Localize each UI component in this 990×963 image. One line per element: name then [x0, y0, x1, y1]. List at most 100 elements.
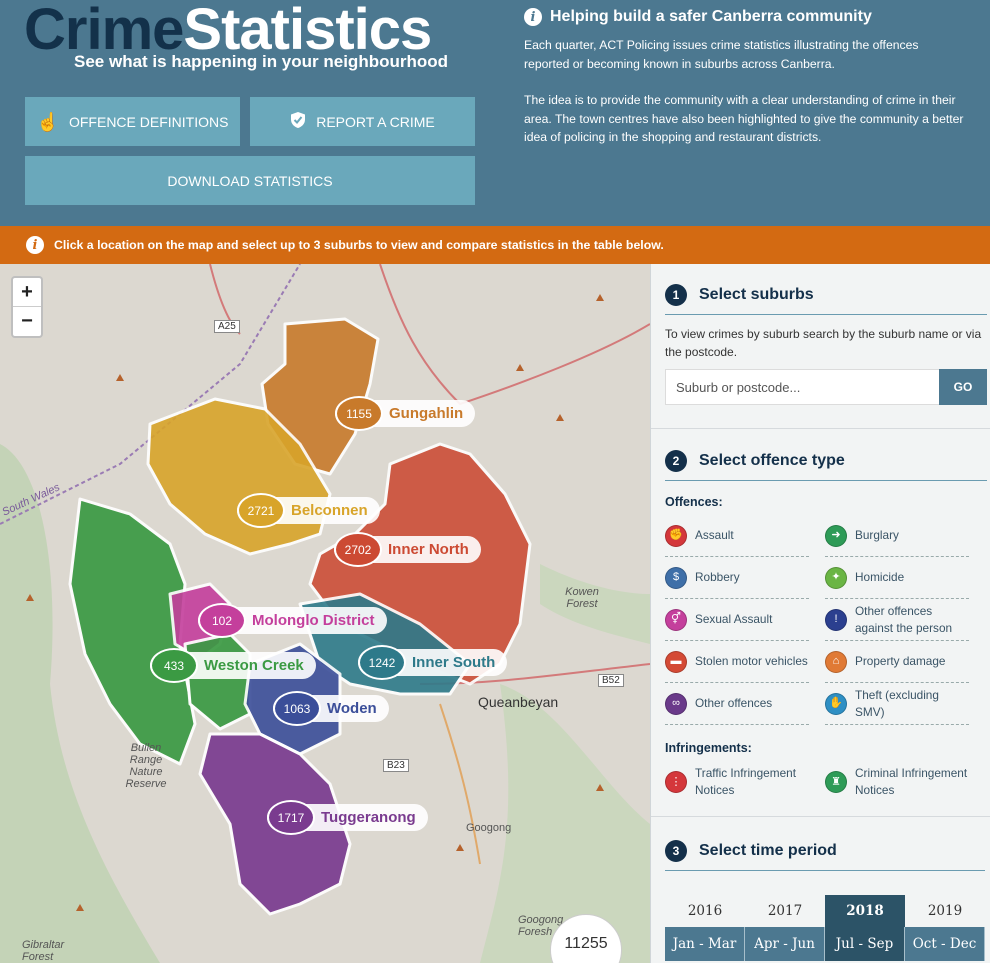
offence-other-against-person[interactable]: ! Other offences against the person: [825, 599, 969, 641]
offence-label: Other offences: [695, 696, 773, 710]
zoom-in-button[interactable]: +: [13, 278, 41, 307]
download-statistics-label: DOWNLOAD STATISTICS: [167, 172, 333, 189]
district-tuggeranong[interactable]: 1717 Tuggeranong: [267, 800, 428, 835]
offence-property-damage[interactable]: ⌂ Property damage: [825, 641, 969, 683]
traffic-light-icon: ⋮: [665, 771, 687, 793]
place-gibraltar-forest: Gibraltar Forest: [22, 939, 65, 963]
infringement-label: Traffic Infringement Notices: [695, 766, 796, 797]
bottle-icon: ♜: [825, 771, 847, 793]
car-icon: ▬: [665, 650, 687, 673]
select-time-section: 3 Select time period 2016 2017 2018 2019…: [665, 840, 985, 961]
hand-pointer-icon: ☝: [36, 111, 59, 132]
district-count: 2702: [334, 532, 382, 567]
district-name: Weston Creek: [204, 657, 304, 674]
infringement-traffic[interactable]: ⋮ Traffic Infringement Notices: [665, 761, 809, 803]
section-title: Select time period: [699, 842, 837, 859]
district-inner-north[interactable]: 2702 Inner North: [334, 532, 481, 567]
section-heading: 3 Select time period: [665, 840, 985, 871]
divider: [651, 816, 990, 817]
district-count: 1155: [335, 396, 383, 431]
district-name: Belconnen: [291, 502, 368, 519]
year-tabs: 2016 2017 2018 2019: [665, 895, 985, 927]
offence-definitions-button[interactable]: ☝ OFFENCE DEFINITIONS: [25, 97, 240, 146]
map[interactable]: + − A25 B52 B23 Queanbeyan Kowen Forest …: [0, 264, 650, 963]
quarter-jan-mar[interactable]: Jan - Mar: [665, 927, 745, 961]
district-name: Inner North: [388, 541, 469, 558]
offence-label: Property damage: [855, 654, 946, 668]
offence-theft[interactable]: ✋ Theft (excluding SMV): [825, 683, 969, 725]
step-number: 1: [665, 284, 687, 306]
section-title: Select offence type: [699, 452, 845, 469]
place-googong-forest: Googong Foresh: [518, 914, 564, 938]
section-heading: 1 Select suburbs: [665, 284, 987, 315]
intro-paragraph-1: Each quarter, ACT Policing issues crime …: [524, 38, 919, 71]
running-man-icon: ➜: [825, 524, 847, 547]
district-molonglo[interactable]: 102 Molonglo District: [198, 603, 387, 638]
report-a-crime-button[interactable]: REPORT A CRIME: [250, 97, 475, 146]
district-name: Gungahlin: [389, 405, 464, 422]
fist-icon: ✊: [665, 524, 687, 547]
road-b23: B23: [383, 759, 409, 772]
year-2016[interactable]: 2016: [687, 903, 723, 919]
logo-title: CrimeStatistics: [24, 1, 432, 59]
infringement-label: Criminal Infringement Notices: [855, 766, 968, 797]
suburb-search-input[interactable]: [665, 369, 939, 405]
district-woden[interactable]: 1063 Woden: [273, 691, 389, 726]
district-count: 2721: [237, 493, 285, 528]
section-heading: 2 Select offence type: [665, 450, 987, 481]
district-count: 1063: [273, 691, 321, 726]
year-2018[interactable]: 2018: [825, 895, 905, 927]
district-weston-creek[interactable]: 433 Weston Creek: [150, 648, 316, 683]
place-kowen-forest: Kowen Forest: [565, 586, 599, 610]
offence-list: ✊ Assault ➜ Burglary $ Robbery ✦ Homicide ⚥ S…: [665, 515, 987, 725]
offence-burglary[interactable]: ➜ Burglary: [825, 515, 969, 557]
place-googong: Googong: [466, 822, 512, 834]
year-2019[interactable]: 2019: [927, 903, 963, 919]
instruction-banner: i Click a location on the map and select…: [0, 226, 990, 264]
road-b52: B52: [598, 674, 624, 687]
map-canvas[interactable]: [0, 264, 650, 963]
district-inner-south[interactable]: 1242 Inner South: [358, 645, 508, 680]
logo-crime: Crime: [24, 0, 184, 62]
section-title: Select suburbs: [699, 286, 814, 303]
info-icon: i: [26, 236, 44, 254]
suburb-description: To view crimes by suburb search by the s…: [665, 327, 982, 359]
offence-stolen-motor-vehicles[interactable]: ▬ Stolen motor vehicles: [665, 641, 809, 683]
logo[interactable]: CrimeStatistics See what is happening in…: [24, 1, 484, 72]
zoom-control: + −: [11, 276, 43, 338]
quarter-oct-dec[interactable]: Oct - Dec: [905, 927, 985, 961]
go-button[interactable]: GO: [939, 369, 987, 405]
infringement-criminal[interactable]: ♜ Criminal Infringement Notices: [825, 761, 969, 803]
offences-label: Offences:: [665, 495, 723, 509]
intro: i Helping build a safer Canberra communi…: [524, 8, 964, 147]
hand-icon: ✋: [825, 692, 847, 715]
step-number: 2: [665, 450, 687, 472]
quarter-tabs: Jan - Mar Apr - Jun Jul - Sep Oct - Dec: [665, 927, 985, 961]
house-icon: ⌂: [825, 650, 847, 673]
suburb-search: GO: [665, 369, 987, 405]
place-queanbeyan: Queanbeyan: [478, 694, 559, 710]
money-bag-icon: $: [665, 566, 687, 589]
homicide-icon: ✦: [825, 566, 847, 589]
offence-assault[interactable]: ✊ Assault: [665, 515, 809, 557]
offence-definitions-label: OFFENCE DEFINITIONS: [68, 113, 229, 130]
year-2017[interactable]: 2017: [767, 903, 803, 919]
district-gungahlin[interactable]: 1155 Gungahlin: [335, 396, 476, 431]
report-a-crime-label: REPORT A CRIME: [316, 113, 435, 130]
offence-other-offences[interactable]: ∞ Other offences: [665, 683, 809, 725]
select-offence-section: 2 Select offence type Offences: ✊ Assault…: [665, 450, 987, 803]
zoom-out-button[interactable]: −: [21, 310, 33, 332]
district-name: Molonglo District: [252, 612, 375, 629]
offence-sexual-assault[interactable]: ⚥ Sexual Assault: [665, 599, 809, 641]
quarter-jul-sep[interactable]: Jul - Sep: [825, 927, 905, 961]
quarter-apr-jun[interactable]: Apr - Jun: [745, 927, 825, 961]
offence-homicide[interactable]: ✦ Homicide: [825, 557, 969, 599]
step-number: 3: [665, 840, 687, 862]
download-statistics-button[interactable]: DOWNLOAD STATISTICS: [25, 156, 475, 205]
district-count: 102: [198, 603, 246, 638]
divider: [651, 428, 990, 429]
district-belconnen[interactable]: 2721 Belconnen: [237, 493, 380, 528]
offence-robbery[interactable]: $ Robbery: [665, 557, 809, 599]
district-name: Tuggeranong: [321, 809, 416, 826]
offence-label: Assault: [695, 528, 734, 542]
